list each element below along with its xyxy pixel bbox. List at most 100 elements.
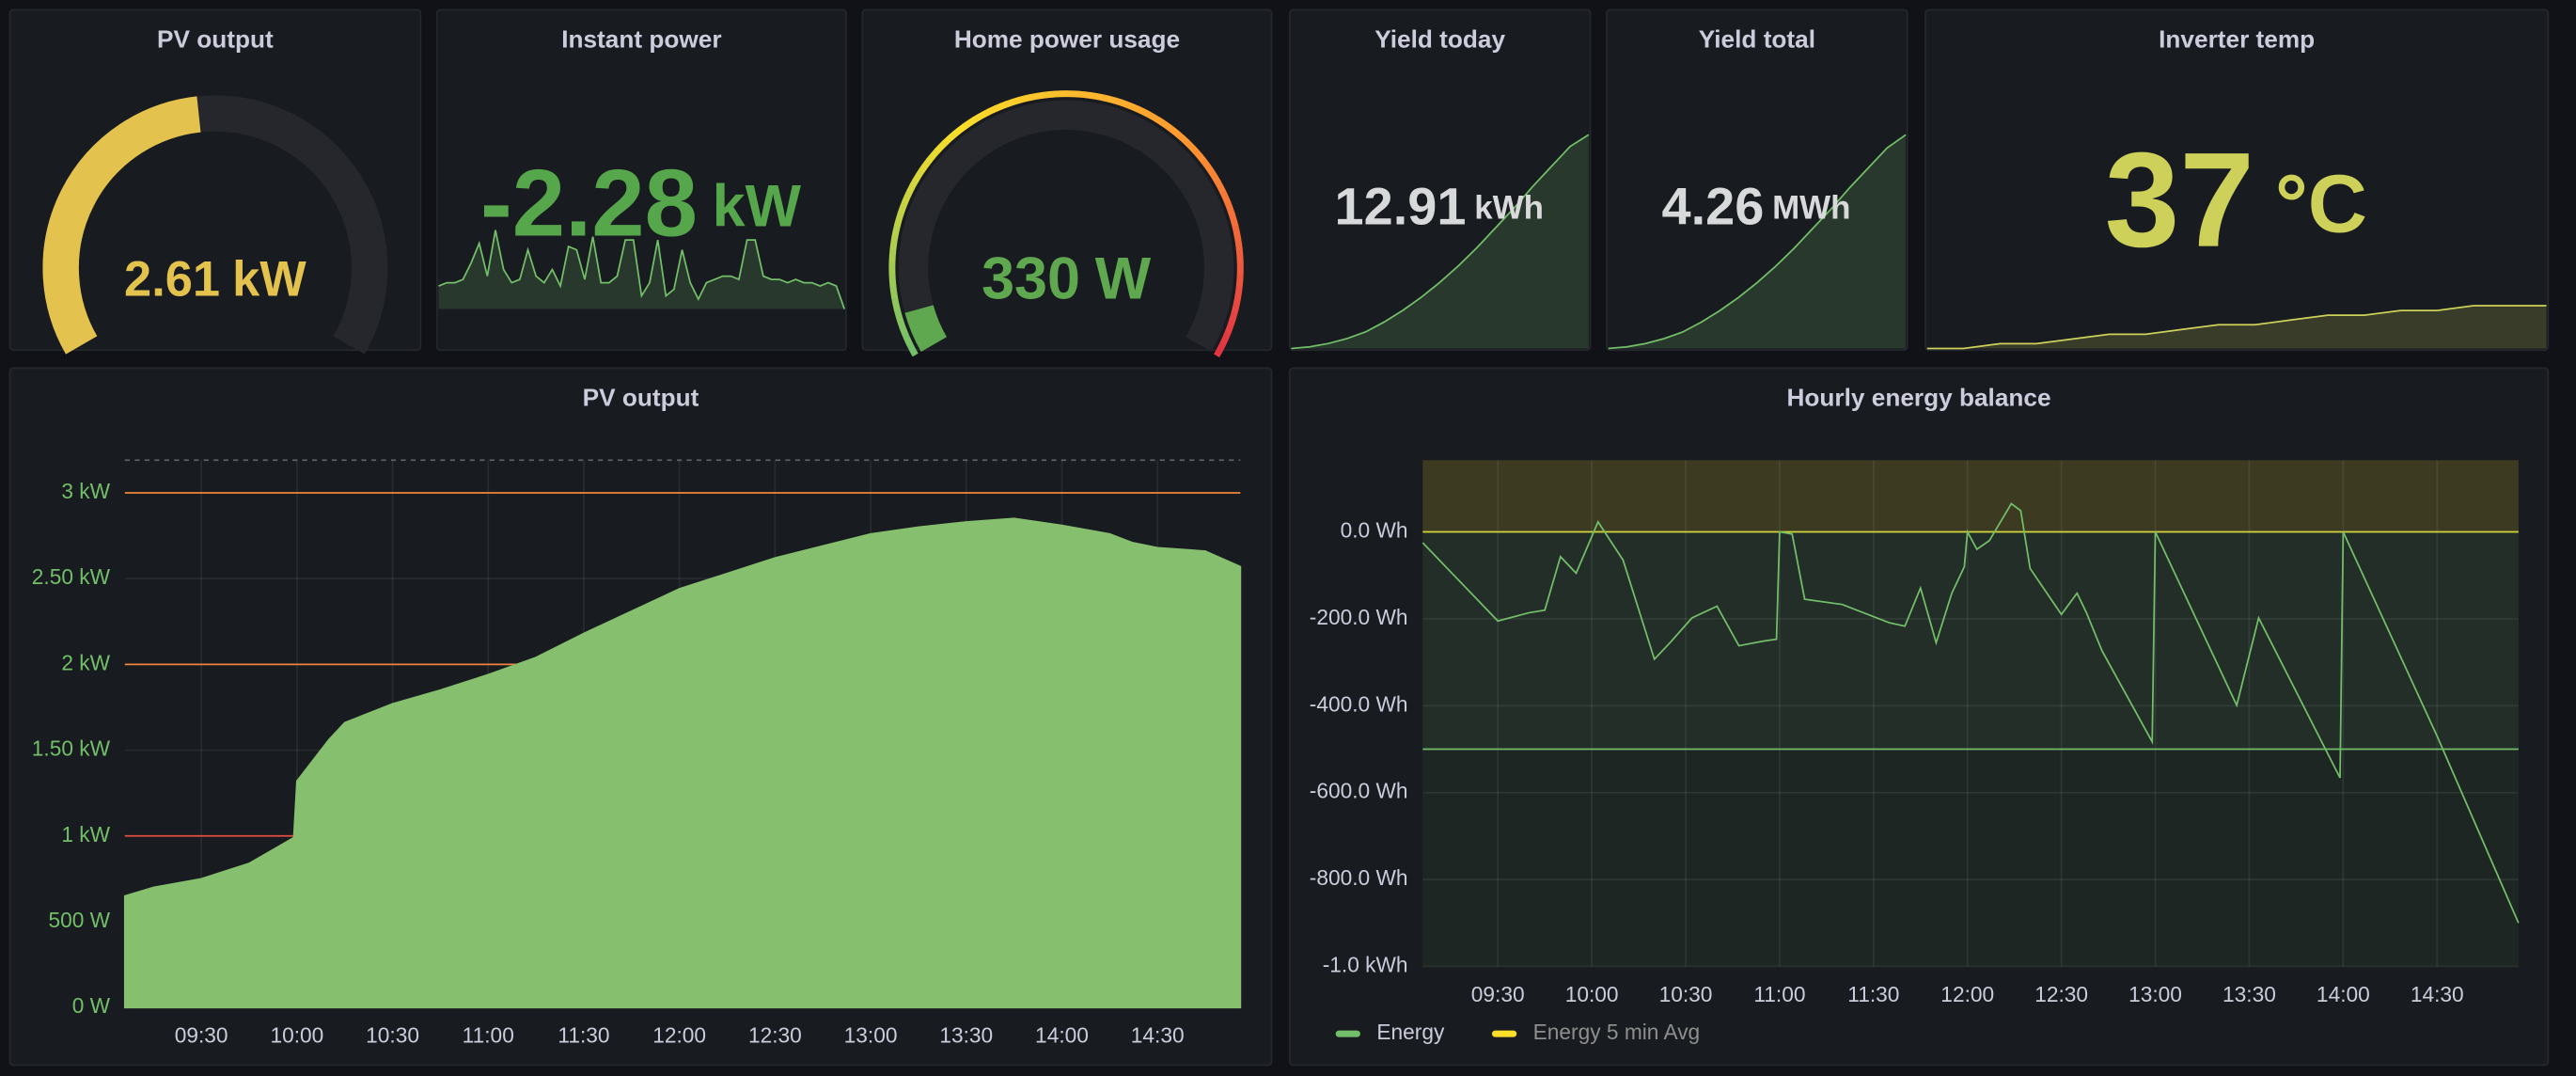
panel-title: Yield total — [1699, 25, 1815, 54]
x-tick-label: 13:30 — [2223, 982, 2276, 1006]
y-tick-label: 500 W — [48, 908, 110, 932]
gauge-scale — [888, 273, 897, 287]
value-unit: kW — [713, 173, 802, 239]
gauge-scale — [1233, 285, 1243, 300]
value-unit: W — [1095, 245, 1152, 311]
gauge-scale — [1224, 320, 1235, 336]
panel — [1924, 8, 2550, 352]
stat-value: 4.26 MWh — [1662, 176, 1851, 235]
value-number: 37 — [2105, 125, 2254, 276]
panel — [435, 8, 847, 352]
gauge-scale — [1235, 249, 1244, 263]
gauge-track — [898, 100, 1234, 352]
panel-title: PV output — [157, 25, 274, 54]
series-line — [1422, 502, 2520, 924]
value-unit: kWh — [1474, 190, 1544, 227]
gauge-scale — [1017, 94, 1032, 104]
sparkline-area — [1291, 134, 1589, 349]
legend-swatch — [1491, 1030, 1517, 1037]
x-tick-label: 14:30 — [1131, 1023, 1185, 1048]
gauge-scale — [893, 212, 904, 227]
panel-title: Instant power — [561, 25, 721, 54]
y-tick-label: 2 kW — [61, 650, 110, 674]
x-tick-label: 12:00 — [652, 1023, 706, 1048]
gauge-scale — [1235, 274, 1244, 288]
panel — [1288, 367, 2550, 1067]
stat-value: 12.91 kWh — [1335, 176, 1544, 235]
gauge-scale — [897, 320, 908, 335]
value-number: 4.26 — [1662, 176, 1765, 235]
sparkline-area — [438, 229, 845, 309]
panel-title: Inverter temp — [2159, 25, 2315, 54]
x-tick-label: 12:30 — [748, 1023, 802, 1048]
gauge-scale — [888, 248, 897, 262]
panel-title: Hourly energy balance — [1786, 384, 2050, 412]
x-tick-label: 11:30 — [1847, 982, 1899, 1006]
gauge-scale — [1029, 91, 1044, 102]
threshold-band — [1422, 749, 2519, 967]
y-tick-label: 2.50 kW — [32, 564, 111, 589]
y-tick-label: -400.0 Wh — [1310, 691, 1408, 716]
x-tick-label: 11:00 — [463, 1023, 514, 1048]
panel — [861, 8, 1273, 352]
x-tick-label: 09:30 — [1471, 982, 1525, 1006]
x-tick-label: 14:30 — [2411, 982, 2464, 1006]
panel — [8, 8, 422, 352]
gauge-scale — [1213, 342, 1226, 358]
value-number: 12.91 — [1335, 176, 1467, 235]
x-tick-label: 14:00 — [1035, 1023, 1089, 1048]
value-number: 2.61 — [124, 252, 220, 307]
value-unit: kW — [232, 252, 306, 307]
threshold-band — [1422, 460, 2519, 532]
x-tick-label: 10:00 — [1565, 982, 1619, 1006]
x-tick-label: 10:30 — [366, 1023, 419, 1048]
stat-value: -2.28 kW — [480, 150, 802, 256]
sparkline — [438, 229, 846, 309]
gauge-scale — [1077, 90, 1092, 100]
panel-title: Yield today — [1374, 25, 1505, 54]
gauge-value — [42, 96, 201, 355]
x-tick-label: 11:00 — [1753, 982, 1805, 1006]
y-tick-label: 1.50 kW — [32, 736, 111, 761]
x-tick-label: 14:00 — [2317, 982, 2370, 1006]
legend-label: Energy — [1376, 1020, 1445, 1044]
panel — [1606, 8, 1908, 352]
gauge-scale — [1005, 97, 1020, 108]
x-tick-label: 13:00 — [2128, 982, 2182, 1006]
gauge-scale — [889, 236, 899, 250]
sparkline — [1291, 134, 1590, 350]
legend-label: Energy 5 min Avg — [1533, 1020, 1701, 1044]
gauge-scale — [1041, 90, 1056, 99]
gauge-scale — [891, 296, 901, 311]
x-tick-label: 13:30 — [939, 1023, 993, 1048]
gauge-scale — [1232, 297, 1241, 312]
x-tick-label: 12:00 — [1940, 982, 1994, 1006]
gauge-scale — [1228, 309, 1239, 324]
y-tick-label: 3 kW — [61, 479, 110, 503]
stat-value: 37 °C — [2105, 125, 2367, 276]
gauge-scale — [994, 101, 1009, 112]
gauge-scale — [893, 308, 904, 324]
panel-title: PV output — [583, 384, 699, 412]
gauge-scale — [1232, 225, 1242, 240]
value-number: -2.28 — [480, 150, 698, 256]
sparkline-area — [1608, 134, 1907, 349]
gauge-scale — [889, 284, 899, 299]
y-tick-label: -200.0 Wh — [1310, 605, 1408, 629]
x-tick-label: 12:30 — [2034, 982, 2088, 1006]
panel-title: Home power usage — [954, 25, 1180, 54]
y-tick-label: -600.0 Wh — [1310, 779, 1408, 803]
x-tick-label: 10:30 — [1659, 982, 1713, 1006]
stat-value: 330 W — [982, 245, 1152, 311]
x-tick-label: 10:00 — [270, 1023, 323, 1048]
x-tick-label: 11:30 — [558, 1023, 609, 1048]
gauge-value — [904, 304, 948, 352]
gauge-scale — [1066, 90, 1080, 98]
threshold-band — [1422, 531, 2519, 750]
y-tick-label: -1.0 kWh — [1323, 953, 1408, 977]
gauge-scale — [1101, 94, 1117, 104]
sparkline — [1608, 134, 1907, 350]
gauge-scale — [897, 200, 908, 215]
